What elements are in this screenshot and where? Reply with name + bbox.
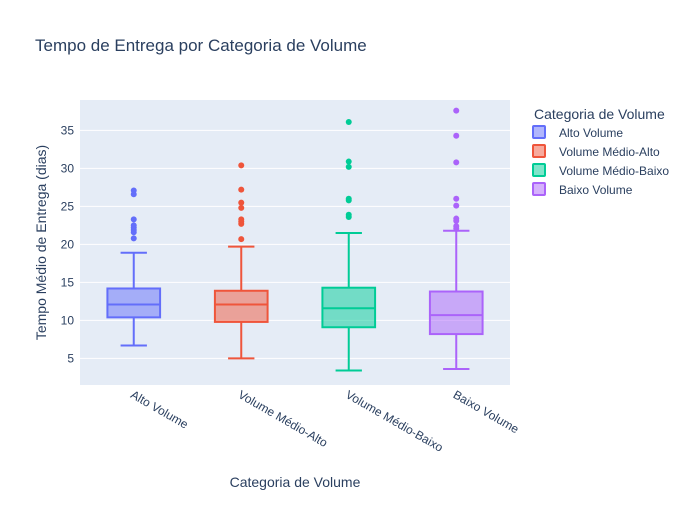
legend-item: Alto Volume bbox=[532, 125, 623, 140]
y-tick-label: 5 bbox=[67, 351, 74, 365]
outlier-point bbox=[238, 199, 245, 206]
legend-title: Categoria de Volume bbox=[534, 106, 665, 122]
legend-swatch bbox=[532, 182, 546, 196]
outlier-point bbox=[345, 119, 352, 126]
y-axis-label: Tempo Médio de Entrega (dias) bbox=[33, 145, 49, 340]
outlier-point bbox=[238, 236, 245, 243]
outlier-point bbox=[345, 158, 352, 165]
box-4 bbox=[428, 107, 484, 371]
y-tick-label: 15 bbox=[61, 275, 75, 289]
box-2 bbox=[213, 162, 269, 360]
y-axis-ticks: 5 10 15 20 25 30 35 bbox=[61, 123, 75, 365]
box-1 bbox=[106, 187, 162, 347]
y-tick-label: 30 bbox=[61, 161, 75, 175]
legend-label: Alto Volume bbox=[559, 126, 623, 140]
legend: Categoria de Volume Alto Volume Volume Mé… bbox=[532, 106, 669, 197]
outlier-point bbox=[453, 195, 460, 202]
chart-title: Tempo de Entrega por Categoria de Volume bbox=[35, 36, 367, 55]
boxes bbox=[106, 107, 484, 372]
outlier-point bbox=[453, 132, 460, 139]
legend-item: Baixo Volume bbox=[532, 182, 633, 197]
plot-area bbox=[80, 100, 510, 385]
outlier-point bbox=[453, 107, 460, 114]
outlier-point bbox=[453, 215, 460, 222]
outlier-point bbox=[453, 159, 460, 166]
outlier-point bbox=[345, 195, 352, 202]
iqr-box bbox=[428, 290, 484, 336]
outlier-point bbox=[130, 235, 137, 242]
legend-label: Volume Médio-Alto bbox=[559, 145, 660, 159]
legend-item: Volume Médio-Alto bbox=[532, 144, 660, 159]
outlier-point bbox=[238, 204, 245, 211]
x-axis-ticks: Alto Volume Volume Médio-Alto Volume Médio… bbox=[128, 387, 521, 454]
legend-label: Baixo Volume bbox=[559, 183, 633, 197]
legend-swatch bbox=[532, 163, 546, 177]
outlier-point bbox=[345, 211, 352, 218]
outlier-point bbox=[130, 216, 137, 223]
iqr-box bbox=[106, 287, 162, 319]
x-tick-label: Baixo Volume bbox=[451, 387, 522, 436]
gridlines bbox=[80, 129, 510, 359]
x-tick-label: Volume Médio-Baixo bbox=[343, 387, 446, 454]
x-tick-label: Volume Médio-Alto bbox=[236, 387, 331, 450]
outlier-point bbox=[238, 216, 245, 223]
y-tick-label: 25 bbox=[61, 199, 75, 213]
x-tick-label: Alto Volume bbox=[128, 387, 191, 431]
outlier-point bbox=[453, 223, 460, 230]
outlier-point bbox=[130, 222, 137, 229]
y-tick-label: 35 bbox=[61, 123, 75, 137]
legend-label: Volume Médio-Baixo bbox=[559, 164, 669, 178]
outlier-point bbox=[345, 163, 352, 170]
x-axis-label: Categoria de Volume bbox=[230, 474, 361, 490]
iqr-box bbox=[213, 289, 269, 323]
y-tick-label: 20 bbox=[61, 237, 75, 251]
outlier-point bbox=[238, 186, 245, 193]
outlier-point bbox=[130, 187, 137, 194]
legend-item: Volume Médio-Baixo bbox=[532, 163, 669, 178]
legend-swatch bbox=[532, 125, 546, 139]
outlier-point bbox=[238, 162, 245, 169]
outlier-point bbox=[453, 202, 460, 209]
legend-swatch bbox=[532, 144, 546, 158]
box-3 bbox=[321, 119, 377, 372]
y-tick-label: 10 bbox=[61, 313, 75, 327]
